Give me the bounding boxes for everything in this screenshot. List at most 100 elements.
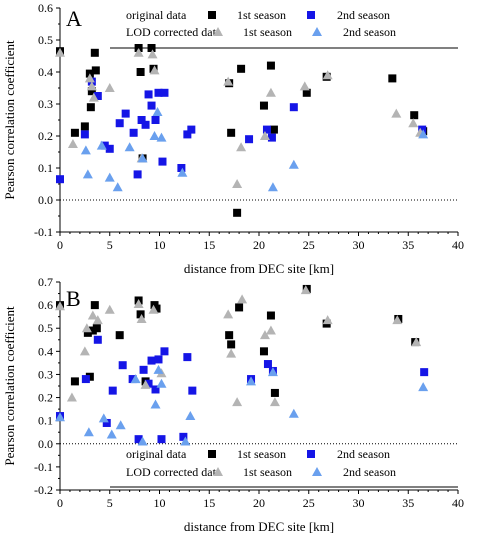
data-point [149, 65, 160, 75]
data-point [55, 301, 65, 311]
data-point [267, 133, 276, 142]
data-point [147, 356, 156, 365]
panel-letter: A [66, 6, 82, 31]
panel-letter: B [66, 286, 81, 311]
data-point [104, 83, 115, 92]
data-point [420, 368, 429, 377]
data-point [392, 315, 403, 325]
data-point [83, 328, 92, 337]
data-point [245, 135, 254, 144]
data-point [223, 309, 234, 319]
data-point [136, 310, 145, 319]
data-point [137, 436, 148, 446]
legend-entry: 1st season [237, 447, 286, 461]
data-point [70, 128, 79, 137]
data-point [70, 377, 79, 386]
data-point [96, 140, 107, 150]
legend-header: LOD corrected data [126, 25, 222, 39]
x-tick-label: 20 [253, 238, 265, 252]
data-point [90, 301, 99, 310]
data-point [56, 175, 64, 184]
data-point [93, 335, 102, 344]
data-point [302, 88, 311, 97]
x-tick-label: 0 [57, 238, 63, 252]
data-point [232, 179, 243, 188]
legend-header: original data [126, 447, 187, 461]
data-point [237, 64, 246, 73]
y-tick-label: -0.1 [34, 225, 53, 239]
data-point [158, 157, 167, 166]
data-point [87, 310, 98, 320]
x-tick-label: 30 [353, 496, 365, 510]
data-point [236, 142, 247, 152]
data-point [225, 331, 234, 340]
x-tick-label: 35 [402, 496, 414, 510]
y-tick-label: 0.2 [38, 391, 53, 405]
data-point [137, 116, 146, 124]
data-point [139, 365, 148, 374]
data-point [156, 132, 167, 142]
y-tick-label: 0.6 [38, 298, 53, 312]
data-point [157, 435, 166, 444]
data-point [418, 129, 429, 139]
data-point [136, 313, 147, 323]
data-point [115, 119, 124, 128]
data-point [124, 142, 135, 152]
data-point [80, 122, 89, 131]
y-tick-label: 0.4 [38, 344, 53, 358]
data-point [227, 340, 236, 349]
x-tick-label: 25 [303, 496, 315, 510]
y-tick-label: 0.0 [38, 437, 53, 451]
data-point [129, 128, 138, 137]
data-point [322, 315, 333, 325]
legend-symbol [312, 27, 322, 36]
y-axis-title: Pearson correlation coefficient [2, 40, 17, 200]
data-point [115, 420, 126, 430]
x-tick-label: 25 [303, 238, 315, 252]
data-point [411, 337, 422, 347]
x-tick-label: 40 [452, 238, 464, 252]
data-point [418, 125, 427, 134]
data-point [160, 88, 169, 97]
x-tick-label: 5 [107, 496, 113, 510]
data-point [102, 418, 111, 427]
data-point [180, 436, 191, 446]
data-point [269, 125, 278, 134]
data-point [153, 364, 164, 374]
data-point [66, 392, 77, 402]
data-point [235, 303, 244, 312]
y-tick-label: 0.7 [38, 275, 53, 289]
data-point [270, 388, 279, 397]
series-2 [56, 77, 427, 184]
x-tick-label: 10 [154, 496, 166, 510]
data-point [128, 375, 137, 384]
data-point [81, 375, 90, 384]
legend: original data LOD corrected data 1st seaso… [110, 8, 458, 49]
x-tick-label: 5 [107, 238, 113, 252]
data-point [160, 347, 169, 356]
data-point [188, 386, 197, 395]
y-tick-label: 0.3 [38, 97, 53, 111]
data-point [140, 379, 151, 389]
data-point [144, 379, 153, 388]
data-point [289, 103, 298, 112]
y-tick-label: -0.2 [34, 483, 53, 497]
series-4 [55, 364, 429, 446]
data-point [79, 346, 90, 356]
data-point [183, 130, 192, 139]
legend-symbol [213, 27, 223, 36]
data-point [262, 125, 271, 134]
data-point [259, 330, 270, 340]
data-point [88, 92, 99, 102]
data-point [134, 435, 143, 444]
legend-entry: 1st season [243, 465, 292, 479]
data-point [104, 172, 115, 182]
x-tick-label: 15 [203, 496, 215, 510]
series-2 [56, 335, 429, 444]
data-point [148, 304, 159, 314]
data-point [81, 323, 92, 333]
data-point [133, 47, 144, 57]
data-point [223, 76, 234, 86]
data-point [263, 360, 272, 369]
legend-entry: 2nd season [337, 8, 390, 22]
